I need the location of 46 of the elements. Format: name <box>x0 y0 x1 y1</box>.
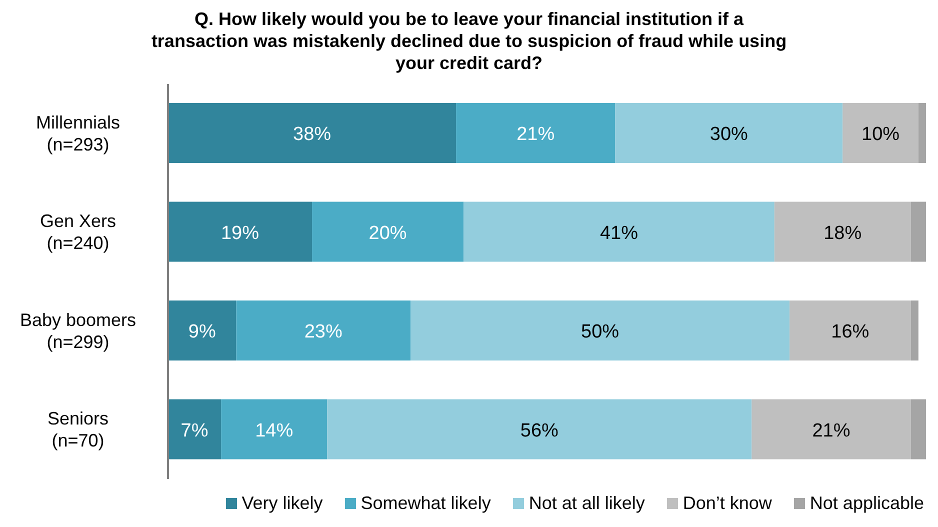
data-label: 21% <box>812 420 850 442</box>
bar <box>910 202 926 262</box>
bar <box>790 300 911 360</box>
data-label: 41% <box>600 222 638 244</box>
legend-label: Very likely <box>240 493 323 514</box>
bar <box>168 202 312 262</box>
data-label: 18% <box>824 222 862 244</box>
y-tick-label: Baby boomers (n=299) <box>20 310 136 352</box>
data-label: 38% <box>293 124 332 145</box>
data-label: 16% <box>831 322 870 342</box>
data-label: 30% <box>710 124 748 145</box>
data-label: 20% <box>368 222 407 244</box>
data-label: 14% <box>255 420 294 442</box>
legend-label: Not at all likely <box>528 493 645 514</box>
bar <box>918 103 926 163</box>
bar <box>168 300 236 360</box>
data-label: 10% <box>862 124 900 145</box>
bar <box>168 399 222 460</box>
bar <box>410 300 790 360</box>
bar <box>842 103 918 163</box>
bar <box>464 202 774 262</box>
bar <box>615 103 843 163</box>
y-tick-label: Gen Xers (n=240) <box>40 211 116 254</box>
legend-label: Don’t know <box>682 493 772 514</box>
data-label: 23% <box>304 322 343 342</box>
bar <box>910 300 918 360</box>
bar <box>910 399 926 460</box>
data-label: 21% <box>516 124 555 145</box>
data-label: 7% <box>180 420 208 442</box>
chart-title: Q. How likely would you be to leave your financial institution if a transaction was mistakenly declined due to suspicion of fraud while using your credit card? <box>150 8 788 74</box>
bar <box>312 202 464 262</box>
bar <box>168 103 456 163</box>
bar <box>236 300 411 360</box>
legend-label: Not applicable <box>808 493 924 514</box>
data-label: 19% <box>220 222 260 244</box>
data-label: 9% <box>188 322 216 342</box>
y-tick-label: Millennials (n=293) <box>36 112 120 154</box>
bar <box>774 202 911 262</box>
bar <box>221 399 328 460</box>
bar <box>752 399 911 460</box>
data-label: 50% <box>581 322 620 342</box>
bar <box>327 399 752 460</box>
bar <box>456 103 616 163</box>
data-label: 56% <box>520 420 559 442</box>
y-tick-label: Seniors (n=70) <box>47 408 109 451</box>
legend-label: Somewhat likely <box>360 493 491 514</box>
